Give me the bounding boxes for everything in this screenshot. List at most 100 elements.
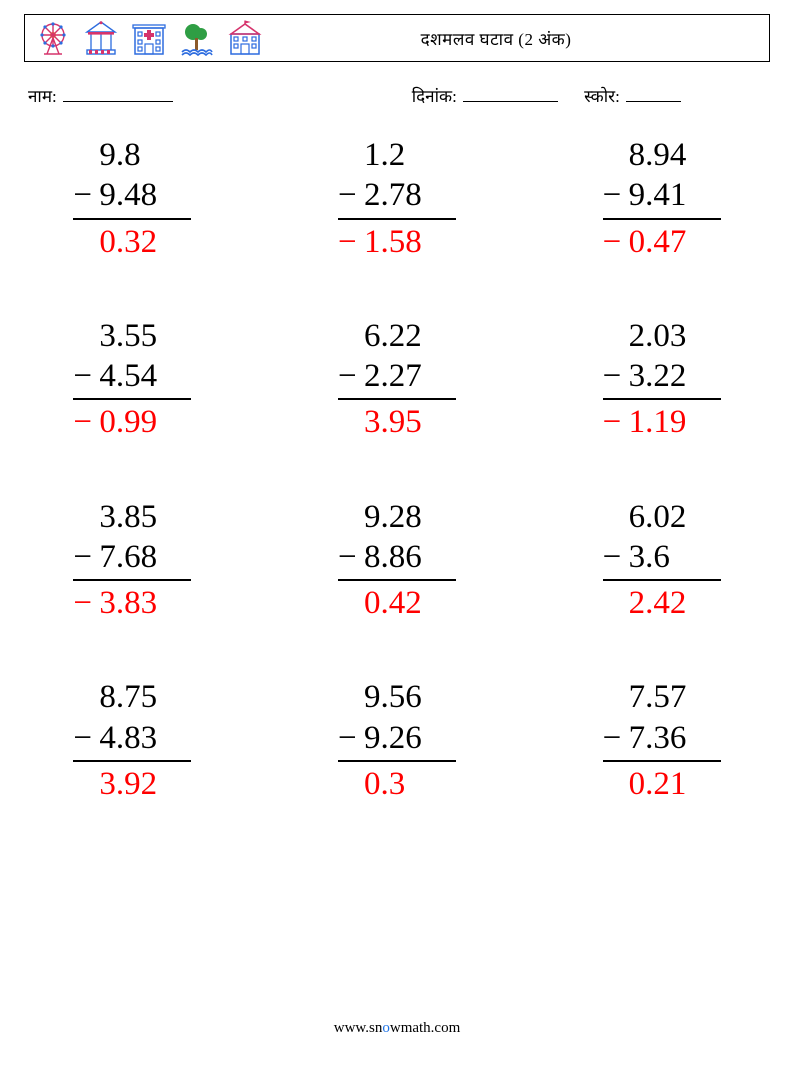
minus-sign: −	[603, 356, 629, 396]
minus-sign: −	[338, 537, 364, 577]
answer-sign: −	[73, 583, 99, 623]
minuend: 9.28	[364, 497, 456, 537]
subtrahend: 3.22	[629, 356, 721, 396]
answer: 3.92	[99, 764, 191, 804]
answer-sign	[603, 583, 629, 623]
footer-pre: www.sn	[334, 1020, 383, 1036]
footer-url: www.snowmath.com	[0, 1020, 794, 1037]
answer: 0.21	[629, 764, 721, 804]
answer-sign	[73, 764, 99, 804]
problem: 2.03−3.22−1.19	[529, 316, 794, 443]
subtrahend: 8.86	[364, 537, 456, 577]
minuend: 9.8	[99, 135, 191, 175]
problems-grid: 9.8−9.480.321.2−2.78−1.588.94−9.41−0.473…	[0, 135, 794, 804]
minus-sign: −	[338, 175, 364, 215]
subtrahend: 7.68	[99, 537, 191, 577]
minuend: 3.85	[99, 497, 191, 537]
tree-pond-icon	[179, 20, 215, 56]
problem: 7.57−7.36 0.21	[529, 677, 794, 804]
answer: 0.3	[364, 764, 456, 804]
sign-blank	[73, 497, 99, 537]
worksheet-banner: दशमलव घटाव (2 अंक)	[24, 14, 770, 62]
minus-sign: −	[73, 537, 99, 577]
footer-o: o	[382, 1020, 390, 1036]
subtrahend: 9.41	[629, 175, 721, 215]
answer-sign: −	[73, 402, 99, 442]
problem: 3.55−4.54−0.99	[0, 316, 265, 443]
problem: 8.94−9.41−0.47	[529, 135, 794, 262]
sign-blank	[338, 677, 364, 717]
sign-blank	[338, 316, 364, 356]
answer: 3.95	[364, 402, 456, 442]
problem: 1.2−2.78−1.58	[265, 135, 530, 262]
minuend: 8.75	[99, 677, 191, 717]
minus-sign: −	[603, 175, 629, 215]
answer-sign	[73, 222, 99, 262]
problem: 9.56−9.260.3	[265, 677, 530, 804]
minus-sign: −	[603, 537, 629, 577]
problem: 3.85−7.68−3.83	[0, 497, 265, 624]
minuend: 6.22	[364, 316, 456, 356]
ferris-wheel-icon	[35, 20, 71, 56]
sign-blank	[73, 316, 99, 356]
problem: 6.22−2.27 3.95	[265, 316, 530, 443]
name-blank	[63, 101, 173, 102]
sign-blank	[603, 677, 629, 717]
info-row: नाम: दिनांक: स्कोर:	[28, 84, 766, 107]
subtrahend: 2.27	[364, 356, 456, 396]
minuend: 7.57	[629, 677, 721, 717]
subtrahend: 9.26	[364, 718, 456, 758]
minus-sign: −	[603, 718, 629, 758]
minuend: 6.02	[629, 497, 721, 537]
date-label: दिनांक:	[412, 87, 457, 106]
worksheet-title: दशमलव घटाव (2 अंक)	[263, 27, 769, 50]
minus-sign: −	[338, 356, 364, 396]
sign-blank	[603, 497, 629, 537]
answer: 0.32	[99, 222, 191, 262]
minuend: 3.55	[99, 316, 191, 356]
subtrahend: 7.36	[629, 718, 721, 758]
subtrahend: 9.48	[99, 175, 191, 215]
subtrahend: 4.83	[99, 718, 191, 758]
answer: 0.99	[99, 402, 191, 442]
name-label: नाम:	[28, 87, 57, 106]
date-blank	[463, 101, 558, 102]
answer-sign	[338, 583, 364, 623]
score-blank	[626, 101, 681, 102]
answer-sign: −	[338, 222, 364, 262]
sign-blank	[603, 135, 629, 175]
sign-blank	[338, 135, 364, 175]
hospital-icon	[131, 20, 167, 56]
answer-sign: −	[603, 222, 629, 262]
banner-icon-row	[25, 20, 263, 56]
answer-sign: −	[603, 402, 629, 442]
school-icon	[227, 20, 263, 56]
answer: 1.19	[629, 402, 721, 442]
subtrahend: 2.78	[364, 175, 456, 215]
subtrahend: 4.54	[99, 356, 191, 396]
answer-sign	[338, 402, 364, 442]
answer-sign	[603, 764, 629, 804]
footer-post: wmath.com	[390, 1020, 460, 1036]
answer: 0.47	[629, 222, 721, 262]
minuend: 1.2	[364, 135, 456, 175]
minus-sign: −	[73, 175, 99, 215]
problem: 8.75−4.83 3.92	[0, 677, 265, 804]
problem: 9.28−8.86 0.42	[265, 497, 530, 624]
subtrahend: 3.6	[629, 537, 721, 577]
answer: 2.42	[629, 583, 721, 623]
answer: 1.58	[364, 222, 456, 262]
minus-sign: −	[73, 718, 99, 758]
score-label: स्कोर:	[584, 87, 620, 106]
sign-blank	[73, 677, 99, 717]
carousel-icon	[83, 20, 119, 56]
minuend: 9.56	[364, 677, 456, 717]
minuend: 2.03	[629, 316, 721, 356]
sign-blank	[73, 135, 99, 175]
answer: 0.42	[364, 583, 456, 623]
problem: 9.8−9.48 0.32	[0, 135, 265, 262]
minus-sign: −	[73, 356, 99, 396]
minuend: 8.94	[629, 135, 721, 175]
sign-blank	[338, 497, 364, 537]
answer-sign	[338, 764, 364, 804]
